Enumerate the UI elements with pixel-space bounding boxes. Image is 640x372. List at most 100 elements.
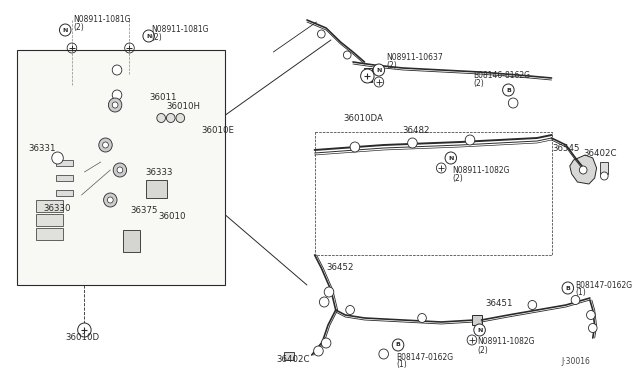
Polygon shape (570, 155, 596, 184)
Polygon shape (65, 70, 154, 258)
Text: B08146-8162G: B08146-8162G (473, 71, 530, 80)
Text: 36331: 36331 (29, 144, 56, 153)
Circle shape (467, 335, 477, 345)
Circle shape (418, 314, 426, 323)
Circle shape (408, 138, 417, 148)
Circle shape (99, 138, 112, 152)
Text: N: N (448, 155, 454, 160)
Circle shape (445, 152, 456, 164)
Circle shape (112, 102, 118, 108)
Bar (365, 68, 372, 82)
Text: N08911-1082G: N08911-1082G (452, 166, 510, 174)
Text: 36402C: 36402C (583, 148, 617, 157)
Circle shape (108, 98, 122, 112)
Circle shape (474, 324, 485, 336)
Text: (2): (2) (452, 173, 463, 183)
Circle shape (562, 282, 573, 294)
Text: 36545: 36545 (552, 144, 580, 153)
Text: (1): (1) (396, 360, 407, 369)
Circle shape (321, 338, 331, 348)
Text: B: B (506, 87, 511, 93)
Bar (17, 50, 225, 285)
Circle shape (60, 24, 71, 36)
Circle shape (108, 197, 113, 203)
Circle shape (117, 167, 123, 173)
Text: N: N (146, 33, 152, 38)
Circle shape (379, 349, 388, 359)
Circle shape (77, 323, 91, 337)
Text: (1): (1) (575, 289, 586, 298)
Text: 36402C: 36402C (276, 356, 310, 365)
Bar (56, 175, 73, 181)
Text: 36010D: 36010D (65, 333, 99, 341)
Polygon shape (110, 58, 139, 130)
Text: N: N (63, 28, 68, 32)
Text: 36482: 36482 (403, 125, 430, 135)
Circle shape (579, 166, 587, 174)
Circle shape (143, 30, 154, 42)
Circle shape (157, 113, 166, 122)
Circle shape (102, 142, 108, 148)
Circle shape (112, 90, 122, 100)
Bar (36, 214, 63, 226)
Bar (146, 180, 167, 198)
Text: B08147-0162G: B08147-0162G (575, 280, 632, 289)
Circle shape (176, 113, 185, 122)
Circle shape (113, 163, 127, 177)
Circle shape (344, 51, 351, 59)
Circle shape (436, 163, 446, 173)
Circle shape (314, 346, 323, 356)
Bar (56, 190, 73, 196)
Text: (2): (2) (387, 61, 397, 70)
Text: B: B (396, 343, 401, 347)
Circle shape (373, 64, 385, 76)
Bar (600, 162, 608, 174)
Text: (2): (2) (73, 22, 84, 32)
Bar (284, 352, 294, 360)
Text: N08911-1081G: N08911-1081G (73, 15, 131, 23)
Bar (36, 228, 63, 240)
Text: 36451: 36451 (485, 298, 513, 308)
Circle shape (112, 65, 122, 75)
Bar (315, 132, 552, 255)
Circle shape (528, 301, 537, 310)
Circle shape (586, 311, 595, 320)
Text: 36330: 36330 (43, 203, 70, 212)
Circle shape (588, 324, 597, 333)
Circle shape (166, 113, 175, 122)
Text: 36010: 36010 (158, 212, 186, 221)
Text: N08911-1082G: N08911-1082G (477, 337, 535, 346)
Text: (2): (2) (477, 346, 488, 355)
Circle shape (465, 135, 475, 145)
Text: N: N (477, 327, 483, 333)
Circle shape (392, 339, 404, 351)
Text: 36375: 36375 (131, 205, 158, 215)
Text: N: N (376, 67, 381, 73)
Circle shape (350, 142, 360, 152)
Text: 36333: 36333 (146, 167, 173, 176)
Circle shape (346, 305, 355, 314)
Text: N08911-10637: N08911-10637 (387, 52, 444, 61)
Text: N08911-1081G: N08911-1081G (152, 25, 209, 33)
Circle shape (571, 295, 580, 305)
Text: 36010DA: 36010DA (344, 113, 383, 122)
Text: 36010H: 36010H (166, 102, 200, 110)
Bar (472, 315, 481, 325)
Text: 36452: 36452 (326, 263, 354, 273)
Circle shape (502, 84, 514, 96)
Circle shape (374, 77, 383, 87)
Circle shape (600, 172, 608, 180)
Circle shape (361, 69, 374, 83)
Circle shape (324, 287, 334, 297)
Bar (123, 230, 140, 252)
Text: B: B (565, 285, 570, 291)
Text: (2): (2) (473, 78, 484, 87)
Text: J·30016: J·30016 (561, 357, 590, 366)
Text: (2): (2) (152, 32, 163, 42)
Circle shape (104, 193, 117, 207)
Circle shape (317, 30, 325, 38)
Text: B08147-0162G: B08147-0162G (396, 353, 453, 362)
Polygon shape (202, 112, 221, 132)
Bar (36, 200, 63, 212)
Circle shape (508, 98, 518, 108)
